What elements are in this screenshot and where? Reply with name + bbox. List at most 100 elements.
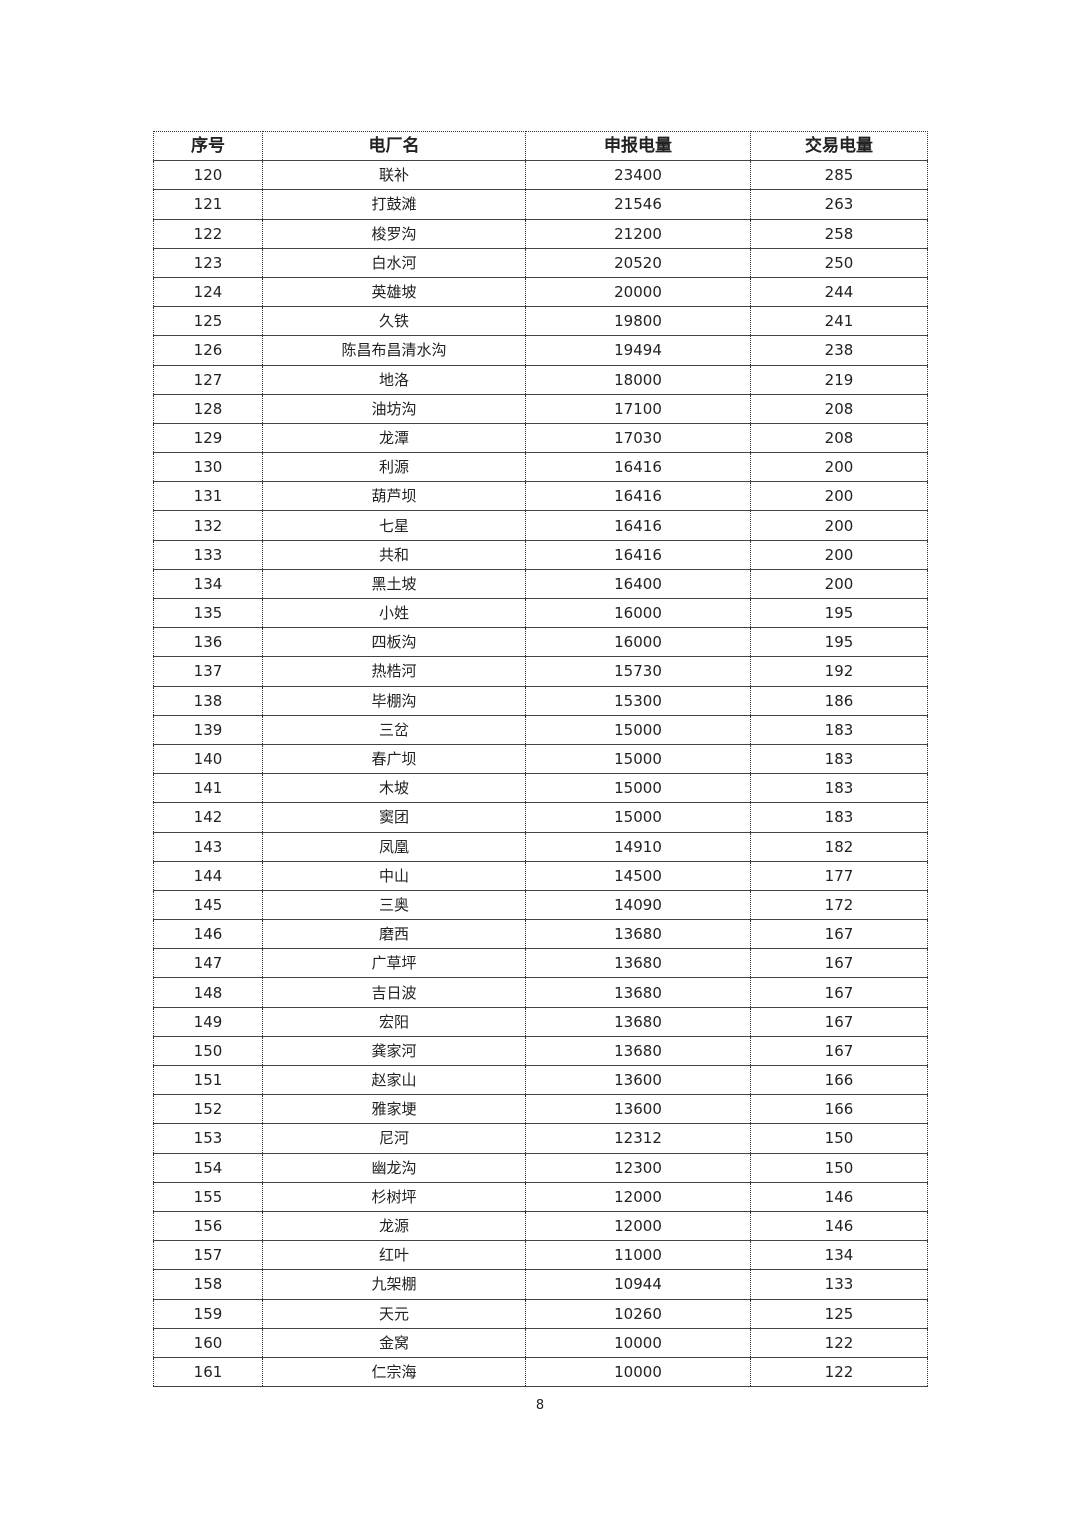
cell-traded-power: 166 (750, 1094, 928, 1125)
cell-traded-power: 250 (750, 247, 928, 278)
table-row: 128 油坊沟 17100 208 (153, 393, 928, 424)
cell-traded-power: 122 (750, 1327, 928, 1358)
cell-traded-power: 177 (750, 860, 928, 891)
cell-traded-power: 263 (750, 189, 928, 220)
cell-index: 148 (153, 977, 263, 1008)
cell-index: 155 (153, 1181, 263, 1212)
cell-declared-power: 13600 (525, 1064, 751, 1096)
table-row: 157 红叶 11000 134 (153, 1240, 928, 1271)
cell-declared-power: 12000 (525, 1181, 751, 1212)
cell-index: 137 (153, 656, 263, 687)
cell-traded-power: 134 (750, 1240, 928, 1271)
cell-index: 142 (153, 802, 263, 833)
table-row: 151 赵家山 13600 166 (153, 1064, 928, 1096)
cell-declared-power: 10000 (525, 1356, 751, 1388)
cell-index: 138 (153, 685, 263, 716)
cell-declared-power: 16400 (525, 568, 751, 600)
cell-declared-power: 11000 (525, 1240, 751, 1271)
cell-plant-name: 小姓 (262, 597, 526, 629)
table-row: 153 尼河 12312 150 (153, 1123, 928, 1154)
cell-declared-power: 19494 (525, 335, 751, 366)
cell-plant-name: 杉树坪 (262, 1181, 526, 1212)
cell-plant-name: 龙潭 (262, 422, 526, 454)
cell-plant-name: 葫芦坝 (262, 481, 526, 512)
cell-declared-power: 16416 (525, 481, 751, 512)
table-row: 129 龙潭 17030 208 (153, 422, 928, 454)
cell-declared-power: 13680 (525, 977, 751, 1008)
cell-traded-power: 122 (750, 1356, 928, 1388)
cell-traded-power: 133 (750, 1269, 928, 1300)
cell-traded-power: 195 (750, 627, 928, 658)
cell-index: 120 (153, 160, 263, 191)
cell-index: 140 (153, 743, 263, 775)
cell-declared-power: 10260 (525, 1298, 751, 1329)
cell-index: 144 (153, 860, 263, 891)
cell-declared-power: 15000 (525, 743, 751, 775)
cell-declared-power: 10944 (525, 1269, 751, 1300)
table-row: 149 宏阳 13680 167 (153, 1006, 928, 1037)
cell-declared-power: 20520 (525, 247, 751, 278)
cell-plant-name: 黑土坡 (262, 568, 526, 600)
cell-plant-name: 金窝 (262, 1327, 526, 1358)
cell-index: 145 (153, 889, 263, 921)
cell-index: 154 (153, 1152, 263, 1183)
cell-declared-power: 12300 (525, 1152, 751, 1183)
cell-index: 125 (153, 306, 263, 337)
cell-declared-power: 21546 (525, 189, 751, 220)
cell-index: 134 (153, 568, 263, 600)
cell-plant-name: 窦团 (262, 802, 526, 833)
cell-plant-name: 七星 (262, 510, 526, 541)
cell-declared-power: 16416 (525, 510, 751, 541)
cell-plant-name: 毕棚沟 (262, 685, 526, 716)
cell-traded-power: 167 (750, 1035, 928, 1067)
table-row: 130 利源 16416 200 (153, 452, 928, 483)
table-row: 137 热梏河 15730 192 (153, 656, 928, 687)
cell-plant-name: 雅家埂 (262, 1094, 526, 1125)
table-row: 142 窦团 15000 183 (153, 802, 928, 833)
cell-plant-name: 红叶 (262, 1240, 526, 1271)
cell-declared-power: 14910 (525, 831, 751, 862)
table-row: 138 毕棚沟 15300 186 (153, 685, 928, 716)
cell-index: 153 (153, 1123, 263, 1154)
cell-plant-name: 中山 (262, 860, 526, 891)
table-row: 154 幽龙沟 12300 150 (153, 1152, 928, 1183)
cell-declared-power: 13680 (525, 919, 751, 950)
cell-traded-power: 167 (750, 1006, 928, 1037)
cell-traded-power: 200 (750, 481, 928, 512)
table-row: 123 白水河 20520 250 (153, 247, 928, 278)
cell-index: 136 (153, 627, 263, 658)
table-row: 159 天元 10260 125 (153, 1298, 928, 1329)
header-plant-name: 电厂名 (262, 130, 526, 162)
cell-index: 135 (153, 597, 263, 629)
cell-declared-power: 21200 (525, 218, 751, 249)
cell-declared-power: 14500 (525, 860, 751, 891)
table-row: 122 梭罗沟 21200 258 (153, 218, 928, 249)
cell-plant-name: 广草坪 (262, 948, 526, 979)
cell-declared-power: 13680 (525, 1006, 751, 1037)
cell-index: 124 (153, 276, 263, 308)
cell-traded-power: 241 (750, 306, 928, 337)
cell-index: 129 (153, 422, 263, 454)
cell-plant-name: 地洛 (262, 364, 526, 395)
table-row: 150 龚家河 13680 167 (153, 1035, 928, 1067)
table-row: 134 黑土坡 16400 200 (153, 568, 928, 600)
cell-index: 123 (153, 247, 263, 278)
cell-index: 143 (153, 831, 263, 862)
cell-traded-power: 150 (750, 1152, 928, 1183)
cell-index: 146 (153, 919, 263, 950)
cell-traded-power: 186 (750, 685, 928, 716)
header-declared-power: 申报电量 (525, 130, 751, 162)
cell-traded-power: 258 (750, 218, 928, 249)
cell-index: 126 (153, 335, 263, 366)
cell-traded-power: 167 (750, 919, 928, 950)
cell-plant-name: 赵家山 (262, 1064, 526, 1096)
cell-declared-power: 15300 (525, 685, 751, 716)
table-row: 132 七星 16416 200 (153, 510, 928, 541)
table-row: 126 陈昌布昌清水沟 19494 238 (153, 335, 928, 366)
cell-traded-power: 183 (750, 714, 928, 745)
cell-plant-name: 幽龙沟 (262, 1152, 526, 1183)
cell-index: 128 (153, 393, 263, 424)
cell-plant-name: 共和 (262, 539, 526, 570)
table-row: 160 金窝 10000 122 (153, 1327, 928, 1358)
cell-plant-name: 四板沟 (262, 627, 526, 658)
